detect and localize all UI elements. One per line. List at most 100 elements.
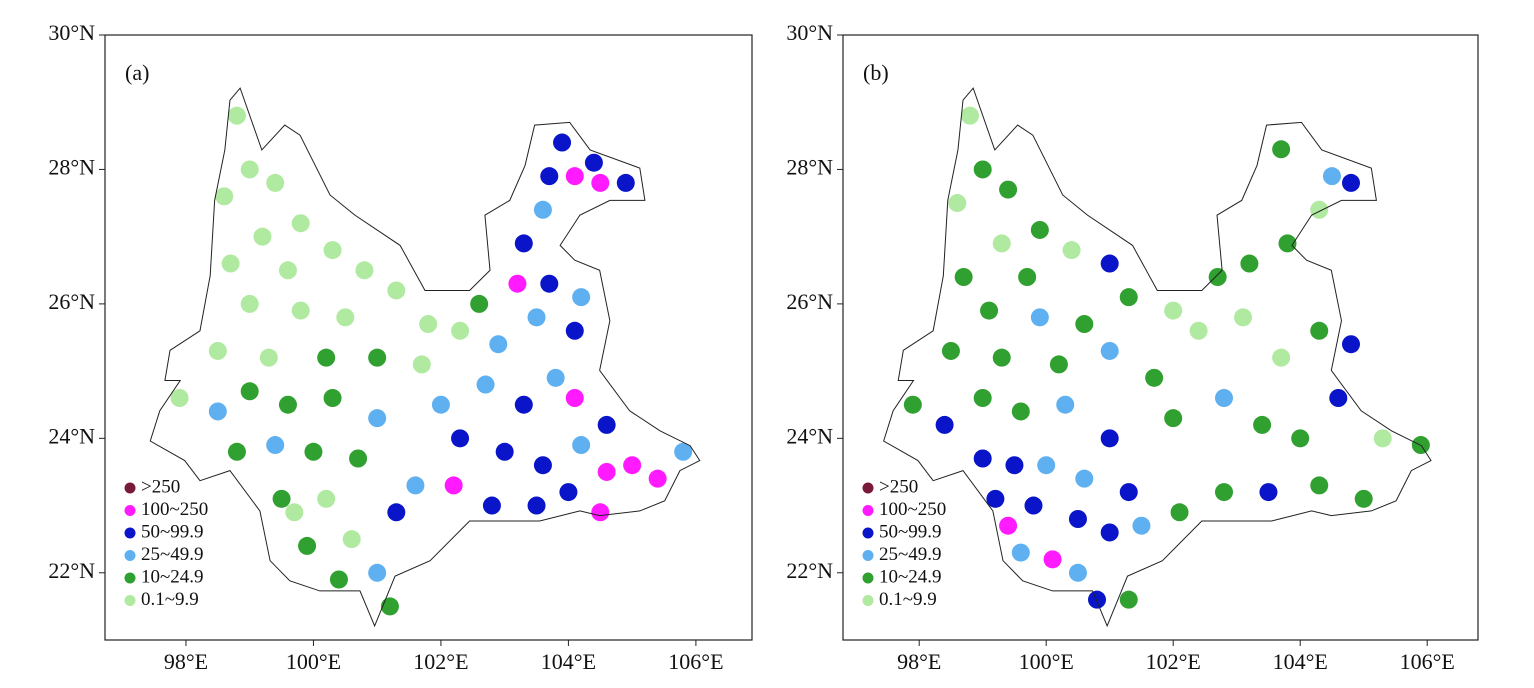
- legend-swatch: [862, 595, 874, 606]
- station-point: [266, 436, 285, 455]
- legend-swatch: [862, 550, 874, 561]
- legend-label: 10~24.9: [879, 566, 942, 587]
- station-point: [240, 160, 259, 179]
- station-point: [559, 483, 578, 502]
- station-point: [1342, 335, 1360, 354]
- map-panel: 98°E 100°E 102°E 104°E 106°E 22°N 24°N 26°N 28°N…: [48, 20, 753, 674]
- station-point: [973, 449, 992, 468]
- station-point: [412, 355, 431, 374]
- station-point: [533, 456, 552, 475]
- panel-label: (a): [125, 60, 149, 85]
- y-tick-label: 22°N: [48, 558, 95, 583]
- station-point: [1310, 321, 1329, 340]
- legend-swatch: [124, 482, 136, 494]
- station-point: [298, 536, 317, 555]
- station-point: [221, 254, 240, 273]
- station-point: [1119, 288, 1138, 307]
- station-point: [591, 503, 610, 522]
- station-point: [954, 268, 973, 286]
- y-tick-label: 28°N: [786, 154, 833, 179]
- station-point: [285, 503, 304, 522]
- station-point: [482, 496, 501, 515]
- plot-frame: [842, 34, 1479, 641]
- station-point: [278, 261, 297, 280]
- station-point: [419, 315, 438, 334]
- x-tick-label: 104°E: [1273, 649, 1328, 674]
- station-point: [565, 321, 584, 340]
- province-boundary: [149, 87, 701, 628]
- station-point: [1354, 489, 1373, 508]
- legend-label: 100~250: [879, 499, 946, 520]
- station-point: [514, 395, 533, 414]
- station-point: [476, 375, 495, 394]
- station-point: [1011, 402, 1030, 421]
- station-point: [259, 348, 278, 367]
- station-point: [961, 106, 979, 125]
- station-point: [992, 348, 1011, 367]
- station-point: [349, 449, 368, 468]
- station-point: [304, 442, 323, 461]
- station-point: [597, 415, 616, 434]
- station-point: [387, 281, 406, 300]
- station-point: [674, 442, 693, 461]
- station-point: [227, 106, 246, 125]
- station-point: [1145, 368, 1164, 387]
- station-point: [1278, 234, 1297, 253]
- station-point: [1164, 301, 1183, 320]
- station-point: [278, 395, 297, 414]
- station-point: [1068, 563, 1087, 582]
- station-point: [1119, 590, 1138, 609]
- station-point: [572, 288, 591, 307]
- station-point: [266, 173, 285, 192]
- station-point: [380, 597, 399, 616]
- station-point: [240, 294, 259, 313]
- station-point: [317, 489, 336, 508]
- station-point: [208, 341, 227, 360]
- legend-label: 10~24.9: [141, 566, 204, 587]
- station-point: [591, 173, 610, 192]
- station-point: [1132, 516, 1151, 535]
- station-point: [1018, 268, 1037, 286]
- station-point: [323, 241, 342, 260]
- station-point: [1100, 429, 1119, 448]
- plot-frame: [104, 34, 753, 641]
- station-point: [291, 301, 310, 320]
- legend-label: 0.1~9.9: [141, 589, 199, 610]
- station-point: [329, 570, 348, 589]
- station-point: [527, 496, 546, 515]
- station-point: [1075, 315, 1094, 334]
- x-tick-label: 106°E: [668, 649, 723, 674]
- legend-label: 50~99.9: [879, 521, 942, 542]
- station-point: [565, 389, 584, 407]
- station-point: [1100, 254, 1119, 273]
- legend-swatch: [124, 595, 136, 606]
- station-point: [1005, 456, 1024, 475]
- legend-label: 0.1~9.9: [879, 589, 937, 610]
- station-point: [973, 160, 992, 179]
- station-point: [1075, 469, 1094, 488]
- station-point: [368, 348, 387, 367]
- y-tick-label: 24°N: [48, 423, 95, 448]
- legend-swatch: [862, 482, 874, 494]
- station-point: [1100, 523, 1119, 542]
- station-point: [227, 442, 246, 461]
- station-point: [317, 348, 336, 367]
- station-point: [342, 530, 361, 549]
- station-point: [1259, 483, 1278, 502]
- map-panel: 98°E 100°E 102°E 104°E 106°E 22°N 24°N 26°N 28°N…: [786, 20, 1479, 674]
- legend-swatch: [862, 505, 874, 516]
- station-point: [980, 301, 999, 320]
- station-point: [1208, 268, 1227, 286]
- station-point: [527, 308, 546, 327]
- station-point: [903, 395, 922, 414]
- legend-label: 50~99.9: [141, 521, 204, 542]
- legend-swatch: [124, 550, 136, 561]
- station-point: [253, 227, 272, 246]
- legend-swatch: [862, 527, 874, 539]
- station-point: [623, 456, 642, 475]
- station-point: [1030, 220, 1049, 239]
- station-point: [1272, 140, 1291, 159]
- station-point: [999, 180, 1018, 199]
- y-tick-label: 26°N: [786, 289, 833, 314]
